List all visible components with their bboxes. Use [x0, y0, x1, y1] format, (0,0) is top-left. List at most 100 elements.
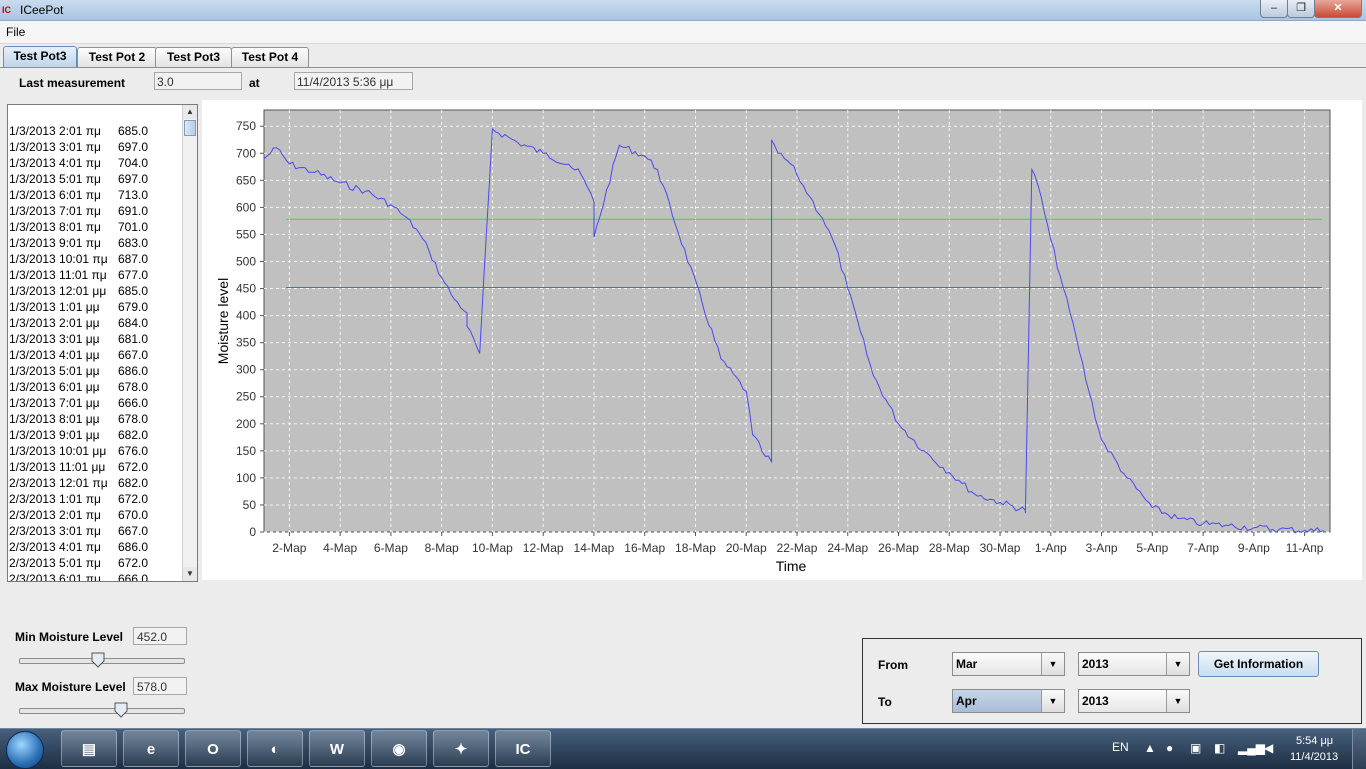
clock-time[interactable]: 5:54 μμ	[1296, 735, 1334, 747]
list-item[interactable]: 1/3/2013 12:01 μμ 685.0	[8, 283, 183, 299]
to-year-select[interactable]: 2013 ▼	[1078, 689, 1190, 713]
list-item[interactable]: 1/3/2013 7:01 μμ 666.0	[8, 395, 183, 411]
list-item[interactable]: 1/3/2013 4:01 μμ 667.0	[8, 347, 183, 363]
y-tick-label: 500	[236, 254, 256, 268]
list-item[interactable]: 1/3/2013 11:01 μμ 672.0	[8, 459, 183, 475]
max-moisture-slider-thumb[interactable]	[114, 702, 128, 718]
scroll-down-button[interactable]: ▼	[183, 567, 197, 581]
minimize-button[interactable]: –	[1260, 0, 1288, 18]
x-axis-label: Time	[776, 558, 807, 574]
list-item[interactable]: 1/3/2013 8:01 πμ 701.0	[8, 219, 183, 235]
max-moisture-slider[interactable]	[19, 708, 185, 714]
measurement-value: 697.0	[118, 140, 149, 154]
list-item[interactable]: 2/3/2013 6:01 πμ 666.0	[8, 571, 183, 581]
min-moisture-slider-thumb[interactable]	[91, 652, 105, 668]
list-item[interactable]: 1/3/2013 1:01 μμ 679.0	[8, 299, 183, 315]
tab-test-pot3[interactable]: Test Pot3	[3, 46, 77, 68]
y-tick-label: 650	[236, 173, 256, 187]
list-item[interactable]: 2/3/2013 5:01 πμ 672.0	[8, 555, 183, 571]
list-item[interactable]: 1/3/2013 3:01 πμ 697.0	[8, 139, 183, 155]
list-item[interactable]: 2/3/2013 3:01 πμ 667.0	[8, 523, 183, 539]
taskbar-firefox-icon[interactable]: ◐	[247, 730, 303, 767]
scroll-up-button[interactable]: ▲	[183, 105, 197, 119]
from-month-select[interactable]: Mar ▼	[952, 652, 1065, 676]
max-moisture-value: 578.0	[133, 677, 187, 695]
list-item[interactable]: 1/3/2013 8:01 μμ 678.0	[8, 411, 183, 427]
list-item[interactable]: 1/3/2013 10:01 πμ 687.0	[8, 251, 183, 267]
at-label: at	[249, 76, 260, 90]
usb-icon[interactable]: ◧	[1214, 741, 1226, 755]
measurement-value: 687.0	[118, 252, 149, 266]
list-item[interactable]: 2/3/2013 12:01 πμ 682.0	[8, 475, 183, 491]
list-item[interactable]: 1/3/2013 10:01 μμ 676.0	[8, 443, 183, 459]
last-measurement-value: 3.0	[154, 72, 242, 90]
show-desktop-button[interactable]	[1352, 729, 1366, 769]
menu-file[interactable]: File	[6, 25, 26, 39]
taskbar-tool-icon[interactable]: ✦	[433, 730, 489, 767]
list-item[interactable]: 1/3/2013 2:01 μμ 684.0	[8, 315, 183, 331]
measurement-date: 2/3/2013 5:01 πμ	[9, 556, 101, 570]
close-button[interactable]: ✕	[1314, 0, 1362, 18]
measurement-list[interactable]: 1/3/2013 2:01 πμ 685.0 1/3/2013 3:01 πμ 697…	[7, 104, 198, 582]
measurement-date: 2/3/2013 4:01 πμ	[9, 540, 101, 554]
list-item[interactable]: 1/3/2013 4:01 πμ 704.0	[8, 155, 183, 171]
list-item[interactable]: 1/3/2013 6:01 μμ 678.0	[8, 379, 183, 395]
to-month-select[interactable]: Apr ▼	[952, 689, 1065, 713]
taskbar-outlook-icon[interactable]: O	[185, 730, 241, 767]
list-item[interactable]: 1/3/2013 9:01 μμ 682.0	[8, 427, 183, 443]
close-icon: ✕	[1333, 2, 1343, 14]
tray-app-icon[interactable]: ▣	[1190, 741, 1202, 755]
measurement-value: 670.0	[118, 508, 149, 522]
y-tick-label: 300	[236, 363, 256, 377]
list-item[interactable]: 1/3/2013 7:01 πμ 691.0	[8, 203, 183, 219]
start-button[interactable]	[6, 731, 44, 769]
measurement-value: 682.0	[118, 476, 149, 490]
tab-test-pot-2[interactable]: Test Pot 2	[77, 47, 157, 67]
network-status-icon[interactable]: ●	[1166, 741, 1174, 755]
y-tick-label: 150	[236, 444, 256, 458]
list-item[interactable]: 1/3/2013 2:01 πμ 685.0	[8, 123, 183, 139]
max-moisture-label: Max Moisture Level	[15, 680, 126, 694]
taskbar-explorer-icon[interactable]: ▤	[61, 730, 117, 767]
scroll-thumb[interactable]	[184, 120, 196, 136]
y-tick-label: 200	[236, 417, 256, 431]
speaker-icon[interactable]: ◀	[1264, 741, 1274, 755]
measurement-date: 1/3/2013 8:01 πμ	[9, 220, 101, 234]
clock-date[interactable]: 11/4/2013	[1290, 751, 1339, 763]
title-bar[interactable]: IC ICeePot – ❐ ✕	[0, 0, 1366, 21]
list-item[interactable]: 1/3/2013 5:01 μμ 686.0	[8, 363, 183, 379]
taskbar-word-icon[interactable]: W	[309, 730, 365, 767]
measurement-value: 676.0	[118, 444, 149, 458]
list-item[interactable]: 2/3/2013 2:01 πμ 670.0	[8, 507, 183, 523]
taskbar-eclipse-icon[interactable]: ◉	[371, 730, 427, 767]
y-tick-label: 750	[236, 119, 256, 133]
y-axis: 0 50 100 150 200 250 300 350 400 450 500 550 600 650 7…	[236, 119, 264, 539]
measurement-date: 1/3/2013 4:01 πμ	[9, 156, 101, 170]
measurement-value: 701.0	[118, 220, 149, 234]
list-item[interactable]: 1/3/2013 5:01 πμ 697.0	[8, 171, 183, 187]
measurement-value: 682.0	[118, 428, 149, 442]
tab-test-pot-4[interactable]: Test Pot 4	[231, 47, 309, 67]
from-year-select[interactable]: 2013 ▼	[1078, 652, 1190, 676]
signal-icon[interactable]: ▂▄▆	[1238, 741, 1265, 755]
tab-test-pot3-second[interactable]: Test Pot3	[155, 47, 232, 67]
list-item[interactable]: 2/3/2013 1:01 πμ 672.0	[8, 491, 183, 507]
measurement-date: 1/3/2013 6:01 πμ	[9, 188, 101, 202]
list-item[interactable]: 1/3/2013 11:01 πμ 677.0	[8, 267, 183, 283]
list-scrollbar[interactable]: ▲ ▼	[182, 105, 197, 581]
y-tick-label: 100	[236, 471, 256, 485]
taskbar: ▤ e O ◐ W ◉ ✦ IC EN ▲ ● ▣ ◧ ▂▄▆ ◀ 5:54 μμ 11/4/…	[0, 728, 1366, 769]
taskbar-iceepot-icon[interactable]: IC	[495, 730, 551, 767]
min-moisture-label: Min Moisture Level	[15, 630, 124, 644]
list-item[interactable]: 1/3/2013 3:01 μμ 681.0	[8, 331, 183, 347]
get-information-button[interactable]: Get Information	[1198, 651, 1319, 677]
maximize-button[interactable]: ❐	[1287, 0, 1315, 18]
list-item[interactable]: 1/3/2013 6:01 πμ 713.0	[8, 187, 183, 203]
language-indicator[interactable]: EN	[1112, 740, 1129, 754]
x-tick-label: 16-Мар	[624, 541, 665, 555]
tray-expand-icon[interactable]: ▲	[1144, 741, 1156, 755]
measurement-date: 1/3/2013 7:01 μμ	[9, 396, 100, 410]
list-item[interactable]: 1/3/2013 9:01 πμ 683.0	[8, 235, 183, 251]
taskbar-ie-icon[interactable]: e	[123, 730, 179, 767]
list-item[interactable]: 2/3/2013 4:01 πμ 686.0	[8, 539, 183, 555]
